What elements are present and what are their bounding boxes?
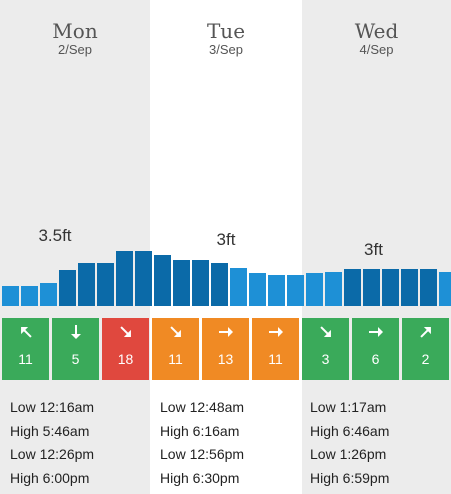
wind-direction-arrow-icon	[268, 327, 283, 337]
wind-cell: 11	[252, 318, 299, 380]
wind-cell: 13	[202, 318, 249, 380]
wind-speed: 6	[371, 351, 380, 367]
day-name: Tue	[206, 19, 246, 43]
wind-speed: 3	[321, 351, 330, 367]
wind-speed: 11	[18, 351, 33, 367]
wind-cell: 6	[352, 318, 399, 380]
wave-height-label: 3.5ft	[38, 226, 72, 245]
tide-entry: High 5:46am	[10, 422, 90, 439]
wind-direction-arrow-icon	[218, 327, 233, 337]
tide-list: Low 12:16am High 5:46am Low 12:26pm High…	[10, 396, 94, 490]
wave-height-label: 3ft	[216, 230, 236, 249]
wind-direction-arrow-icon	[119, 326, 131, 337]
day-date: 4/Sep	[359, 42, 394, 57]
wind-speed: 5	[71, 351, 80, 367]
day-background	[302, 0, 451, 494]
wind-cell: 3	[302, 318, 349, 380]
tide-entry: Low 12:16am	[10, 399, 95, 415]
wind-speed: 13	[217, 351, 234, 367]
wind-cell: 11	[2, 318, 49, 380]
wind-direction-arrow-icon	[169, 326, 181, 337]
day-date: 3/Sep	[209, 42, 243, 57]
day-name: Wed	[354, 19, 399, 43]
day-date: 2/Sep	[58, 42, 92, 57]
tide-entry: High 6:46am	[310, 422, 390, 439]
tide-entry: High 6:59pm	[310, 469, 390, 486]
day-column-wed: Wed 4/Sep 3ft Low 1:17am High 6:46am Low…	[302, 0, 451, 494]
wind-cell: 11	[152, 318, 199, 380]
wind-speed: 11	[268, 351, 283, 367]
tide-entry: Low 1:17am	[310, 399, 387, 415]
tide-list: Low 12:48am High 6:16am Low 12:56pm High…	[160, 396, 244, 490]
tide-entry: Low 1:26pm	[310, 446, 387, 462]
tide-entry: Low 12:26pm	[10, 446, 95, 462]
tide-entry: High 6:00pm	[10, 469, 90, 486]
tide-entry: Low 12:56pm	[160, 446, 245, 462]
tide-list: Low 1:17am High 6:46am Low 1:26pm High 6…	[310, 396, 389, 490]
day-column-tue: Tue 3/Sep 3ft Low 12:48am High 6:16am Lo…	[152, 0, 300, 494]
tide-entry: High 6:16am	[160, 422, 240, 439]
wind-speed: 18	[117, 351, 134, 367]
wind-direction-arrow-icon	[20, 327, 32, 338]
wind-cell: 2	[402, 318, 449, 380]
tide-entry: Low 12:48am	[160, 399, 245, 415]
wind-cell: 5	[52, 318, 99, 380]
wind-direction-arrow-icon	[319, 326, 331, 337]
wind-speed: 2	[421, 351, 430, 367]
wind-direction-arrow-icon	[368, 327, 383, 337]
wind-direction-arrow-icon	[70, 325, 81, 339]
wave-height-label: 3ft	[364, 240, 383, 259]
wind-speed: 11	[168, 351, 183, 367]
day-column-mon: Mon 2/Sep 3.5ft Low 12:16am High 5:46am …	[0, 0, 150, 494]
tide-entry: High 6:30pm	[160, 469, 240, 486]
wind-cell: 18	[102, 318, 149, 380]
wind-direction-arrow-icon	[419, 327, 431, 338]
day-name: Mon	[52, 19, 98, 43]
day-background	[0, 0, 150, 494]
